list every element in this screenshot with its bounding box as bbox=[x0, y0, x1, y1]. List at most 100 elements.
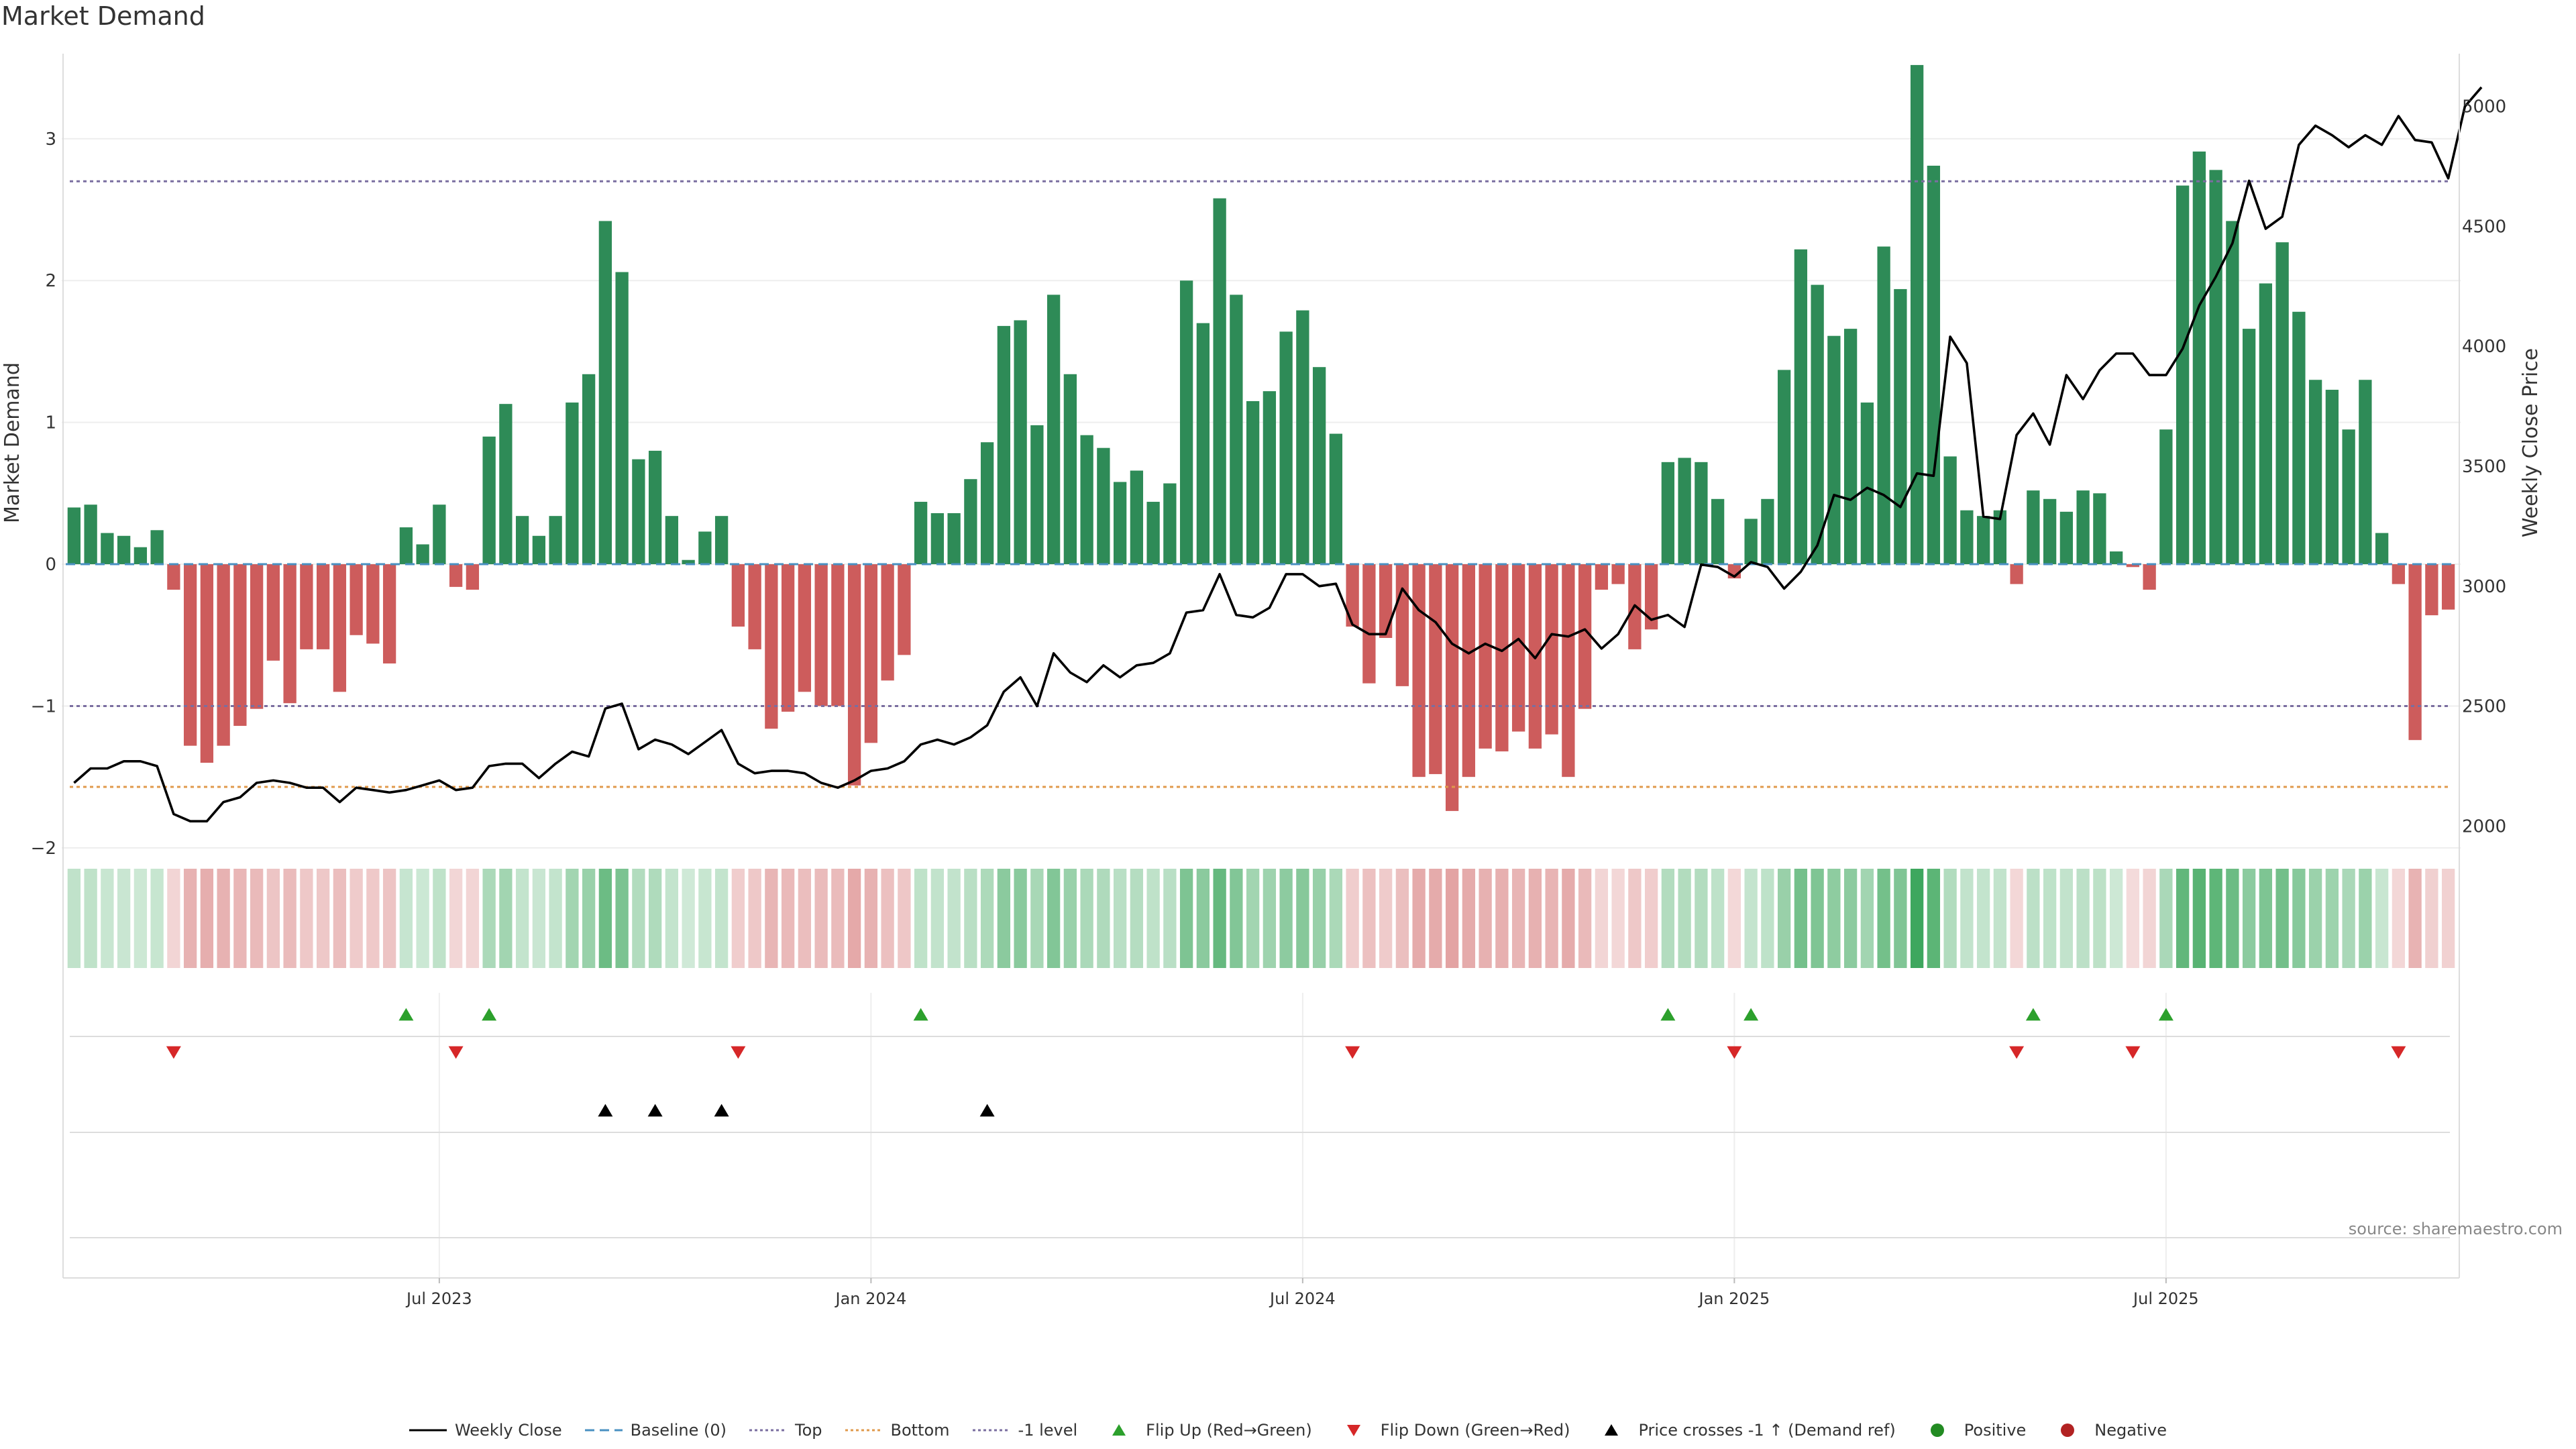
demand-bar bbox=[1562, 564, 1575, 777]
y-left-tick-label: 1 bbox=[45, 413, 56, 433]
x-tick-label: Jul 2024 bbox=[1269, 1289, 1336, 1308]
heat-cell bbox=[964, 869, 977, 968]
demand-bar bbox=[1130, 470, 1144, 565]
heat-cell bbox=[2192, 869, 2206, 968]
heat-cell bbox=[582, 869, 596, 968]
demand-bar bbox=[1661, 462, 1675, 565]
demand-bar bbox=[200, 564, 214, 763]
legend-label: Flip Down (Green→Red) bbox=[1380, 1421, 1570, 1440]
demand-bar bbox=[233, 564, 247, 727]
heat-cell bbox=[1063, 869, 1077, 968]
demand-bar bbox=[632, 459, 645, 565]
heat-cell bbox=[566, 869, 579, 968]
heat-cell bbox=[1097, 869, 1110, 968]
demand-bar bbox=[648, 450, 662, 565]
heat-cell bbox=[1263, 869, 1277, 968]
heat-cell bbox=[1678, 869, 1691, 968]
demand-bar bbox=[682, 559, 695, 565]
heat-cell bbox=[1312, 869, 1326, 968]
flip-down-marker bbox=[448, 1046, 464, 1059]
heat-cell bbox=[499, 869, 513, 968]
demand-bar bbox=[333, 564, 347, 692]
y-left-tick-label: 2 bbox=[45, 271, 56, 291]
demand-bar bbox=[566, 402, 579, 565]
heat-cell bbox=[1794, 869, 1808, 968]
demand-bar bbox=[1678, 458, 1691, 565]
heat-cell bbox=[2043, 869, 2057, 968]
heat-cell bbox=[2342, 869, 2355, 968]
demand-bar bbox=[1495, 564, 1509, 752]
legend-label: Positive bbox=[1964, 1421, 2027, 1440]
demand-bar bbox=[2259, 283, 2273, 565]
demand-bar bbox=[2226, 221, 2239, 565]
heat-cell bbox=[2109, 869, 2123, 968]
heat-cell bbox=[980, 869, 994, 968]
demand-bar bbox=[1695, 462, 1708, 565]
x-tick-label: Jan 2024 bbox=[835, 1289, 907, 1308]
legend-symbol-icon bbox=[584, 1422, 623, 1438]
demand-bar bbox=[914, 502, 928, 565]
demand-bar bbox=[847, 564, 861, 786]
demand-bar bbox=[1511, 564, 1525, 732]
demand-bar bbox=[814, 564, 828, 706]
flip-down-marker bbox=[1727, 1046, 1742, 1059]
legend-symbol-icon bbox=[2049, 1422, 2086, 1438]
heat-cell bbox=[930, 869, 945, 968]
demand-bar bbox=[1279, 331, 1293, 565]
weekly-close-line bbox=[73, 86, 2483, 822]
legend-item: Top bbox=[749, 1421, 822, 1440]
heat-cell bbox=[1362, 869, 1376, 968]
heat-cell bbox=[2226, 869, 2239, 968]
demand-bar bbox=[2392, 564, 2406, 584]
legend-label: Bottom bbox=[890, 1421, 950, 1440]
demand-bar bbox=[781, 564, 795, 712]
demand-bar bbox=[366, 564, 380, 644]
y-right-tick-label: 2000 bbox=[2462, 816, 2506, 837]
demand-bar bbox=[1312, 367, 1326, 565]
demand-bar bbox=[433, 504, 446, 565]
demand-bar bbox=[283, 564, 297, 704]
demand-bar bbox=[615, 272, 629, 565]
demand-bar bbox=[101, 533, 114, 565]
heat-cell bbox=[2242, 869, 2256, 968]
heat-cell bbox=[714, 869, 729, 968]
demand-bar bbox=[482, 436, 496, 565]
heat-cell bbox=[1562, 869, 1575, 968]
y-right-label: Weekly Close Price bbox=[2519, 348, 2542, 537]
heat-cell bbox=[1860, 869, 1874, 968]
demand-bar bbox=[714, 516, 729, 565]
heat-cell bbox=[101, 869, 114, 968]
demand-bar bbox=[466, 564, 480, 590]
heat-cell bbox=[1479, 869, 1492, 968]
price-cross-marker bbox=[647, 1104, 663, 1117]
legend-label: Price crosses -1 ↑ (Demand ref) bbox=[1638, 1421, 1896, 1440]
heat-cell bbox=[1910, 869, 1924, 968]
demand-bar bbox=[1246, 400, 1260, 565]
demand-bar bbox=[1976, 516, 1990, 565]
demand-bar bbox=[1196, 323, 1210, 565]
chart-legend: Weekly Close Baseline (0) Top Bottom -1 leve… bbox=[0, 1421, 2576, 1440]
demand-bar bbox=[532, 535, 546, 565]
demand-bar bbox=[1030, 425, 1044, 565]
y-left-tick-label: 3 bbox=[45, 129, 56, 150]
heat-cell bbox=[748, 869, 761, 968]
heat-cell bbox=[1329, 869, 1343, 968]
heat-cell bbox=[1827, 869, 1841, 968]
demand-bar bbox=[84, 504, 97, 565]
heat-cell bbox=[2176, 869, 2190, 968]
demand-bar bbox=[2209, 170, 2222, 565]
demand-bar bbox=[399, 527, 413, 565]
demand-bar bbox=[1960, 510, 1974, 565]
demand-bar bbox=[2242, 329, 2256, 565]
heat-cell bbox=[1611, 869, 1625, 968]
demand-bar bbox=[416, 544, 429, 565]
heat-cell bbox=[814, 869, 828, 968]
flip-down-marker bbox=[1345, 1046, 1360, 1059]
legend-symbol-icon bbox=[1335, 1422, 1373, 1438]
demand-bar bbox=[1843, 329, 1858, 565]
heat-cell bbox=[1545, 869, 1558, 968]
heat-cell bbox=[2441, 869, 2455, 968]
demand-bar bbox=[1296, 310, 1309, 565]
heat-cell bbox=[1080, 869, 1093, 968]
heat-cell bbox=[1960, 869, 1974, 968]
